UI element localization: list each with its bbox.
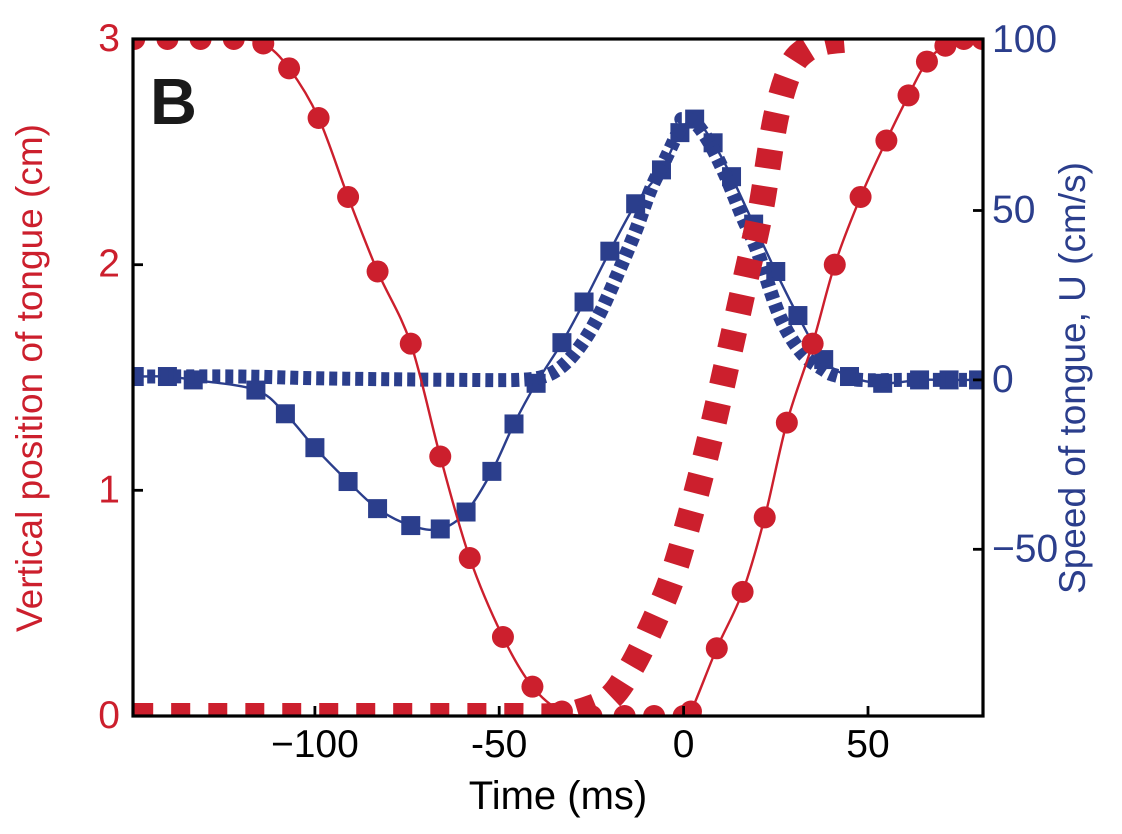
svg-text:2: 2 — [98, 243, 120, 286]
svg-text:0: 0 — [98, 694, 120, 737]
svg-text:3: 3 — [98, 17, 120, 60]
svg-text:50: 50 — [992, 189, 1035, 232]
svg-text:50: 50 — [846, 723, 889, 766]
svg-text:Time (ms): Time (ms) — [469, 774, 647, 818]
svg-text:100: 100 — [992, 18, 1057, 61]
svg-text:1: 1 — [98, 468, 120, 511]
svg-text:B: B — [150, 65, 197, 138]
svg-text:Vertical position of tongue (: Vertical position of tongue (cm) — [9, 124, 50, 632]
svg-text:-50: -50 — [471, 723, 527, 766]
svg-text:Speed of tongue, U (cm/s): Speed of tongue, U (cm/s) — [1052, 162, 1093, 594]
svg-text:0: 0 — [673, 723, 695, 766]
svg-text:−100: −100 — [271, 723, 359, 766]
svg-text:0: 0 — [992, 358, 1014, 401]
svg-text:−50: −50 — [992, 527, 1058, 570]
